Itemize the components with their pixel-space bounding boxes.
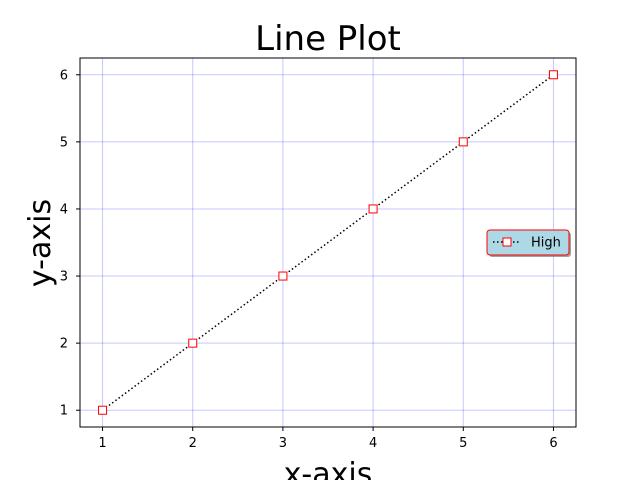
legend: High [486, 229, 571, 257]
x-tick-label: 4 [369, 436, 377, 451]
data-point-marker [188, 338, 198, 348]
legend-label: High [531, 236, 561, 251]
series-line [102, 74, 554, 411]
y-tick-label: 2 [60, 337, 68, 352]
series-layer [98, 70, 558, 415]
x-tick-label: 5 [459, 436, 467, 451]
grid [80, 58, 576, 427]
data-point-marker [278, 271, 288, 281]
data-point-marker [458, 137, 468, 147]
legend-box [486, 229, 570, 256]
x-tick-label: 6 [549, 436, 557, 451]
y-tick-label: 5 [60, 135, 68, 150]
chart-title: Line Plot [255, 19, 401, 59]
x-tick-label: 3 [279, 436, 287, 451]
data-point-marker [98, 405, 108, 415]
y-tick-label: 3 [60, 270, 68, 285]
y-tick-label: 1 [60, 404, 68, 419]
ticks: 1 2 3 4 5 6 1 2 3 4 5 6 [60, 68, 558, 451]
x-tick-label: 2 [189, 436, 197, 451]
y-tick-label: 6 [60, 68, 68, 83]
x-axis-label: x-axis [284, 457, 373, 480]
y-axis-label: y-axis [23, 199, 58, 287]
data-point-marker [548, 70, 558, 80]
x-tick-label: 1 [98, 436, 106, 451]
data-point-marker [368, 204, 378, 214]
axes-frame [79, 57, 577, 428]
legend-marker-swatch [502, 237, 512, 247]
y-tick-label: 4 [60, 202, 68, 217]
